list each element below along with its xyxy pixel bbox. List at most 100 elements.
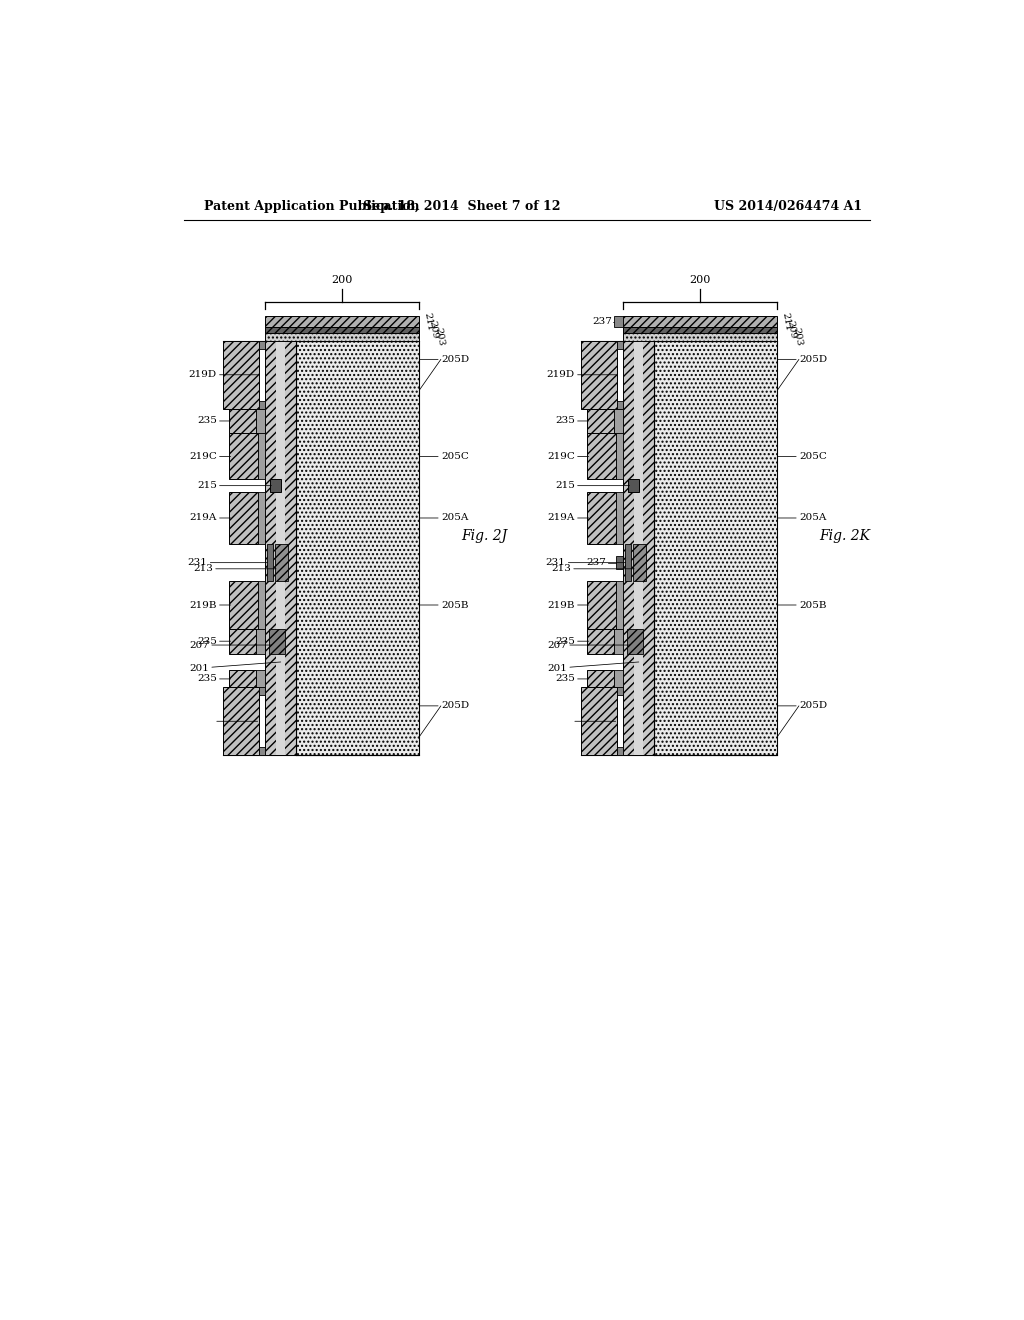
Text: 205A: 205A bbox=[777, 513, 826, 523]
Text: 219D: 219D bbox=[188, 371, 258, 379]
Text: Patent Application Publication: Patent Application Publication bbox=[204, 199, 419, 213]
Bar bbox=[265, 327, 419, 333]
Text: 231: 231 bbox=[187, 558, 267, 568]
Bar bbox=[616, 492, 624, 544]
Text: 235: 235 bbox=[555, 675, 589, 684]
Text: Fig. 2J: Fig. 2J bbox=[462, 529, 508, 543]
Bar bbox=[223, 688, 259, 755]
Text: 235: 235 bbox=[555, 636, 589, 645]
Bar bbox=[258, 581, 265, 628]
Text: 213: 213 bbox=[194, 565, 276, 573]
Bar bbox=[259, 747, 265, 755]
Bar bbox=[229, 409, 256, 433]
Bar bbox=[587, 671, 614, 688]
Bar bbox=[628, 479, 639, 492]
Bar bbox=[614, 628, 624, 653]
Bar bbox=[615, 557, 624, 569]
Text: Fig. 2K: Fig. 2K bbox=[819, 529, 870, 543]
Text: 207: 207 bbox=[189, 640, 271, 649]
Bar bbox=[229, 433, 258, 479]
Text: 235: 235 bbox=[197, 417, 230, 425]
Bar bbox=[256, 628, 265, 653]
Text: 205D: 205D bbox=[419, 701, 469, 710]
Text: 219C: 219C bbox=[547, 451, 589, 461]
Text: 215: 215 bbox=[197, 482, 271, 490]
Text: 219D: 219D bbox=[547, 371, 615, 379]
Bar bbox=[256, 409, 265, 433]
Bar bbox=[624, 341, 654, 755]
Bar bbox=[617, 747, 624, 755]
Text: 211: 211 bbox=[422, 312, 434, 331]
Text: 211: 211 bbox=[780, 312, 793, 331]
Bar bbox=[265, 317, 419, 327]
Text: 205D: 205D bbox=[777, 701, 827, 710]
Bar bbox=[617, 688, 624, 696]
Bar bbox=[614, 671, 624, 688]
Text: 237: 237 bbox=[592, 317, 611, 326]
Bar bbox=[259, 688, 265, 696]
Text: 219A: 219A bbox=[189, 513, 230, 523]
Bar bbox=[614, 317, 624, 327]
Bar bbox=[296, 341, 419, 755]
Text: 235: 235 bbox=[197, 675, 230, 684]
Text: 231: 231 bbox=[546, 558, 626, 568]
Bar bbox=[654, 341, 777, 755]
Text: 205B: 205B bbox=[419, 601, 468, 610]
Text: 205D: 205D bbox=[777, 355, 827, 364]
Bar bbox=[259, 341, 265, 348]
Bar bbox=[634, 341, 643, 755]
Bar bbox=[624, 317, 777, 327]
Bar bbox=[270, 479, 281, 492]
Text: 213: 213 bbox=[551, 565, 634, 573]
Text: 219A: 219A bbox=[548, 513, 589, 523]
Text: US 2014/0264474 A1: US 2014/0264474 A1 bbox=[714, 199, 862, 213]
Text: 205A: 205A bbox=[419, 513, 468, 523]
Bar bbox=[587, 433, 616, 479]
Text: Sep. 18, 2014  Sheet 7 of 12: Sep. 18, 2014 Sheet 7 of 12 bbox=[362, 199, 560, 213]
Bar bbox=[223, 341, 259, 409]
Text: 205C: 205C bbox=[419, 451, 469, 461]
Bar bbox=[259, 401, 265, 409]
Bar bbox=[258, 492, 265, 544]
Bar bbox=[229, 581, 258, 628]
Bar bbox=[616, 433, 624, 479]
Text: 219C: 219C bbox=[188, 451, 230, 461]
Text: 203: 203 bbox=[792, 327, 803, 347]
Bar bbox=[229, 628, 256, 653]
Text: 205B: 205B bbox=[777, 601, 826, 610]
Bar bbox=[265, 333, 419, 341]
Bar bbox=[229, 492, 258, 544]
Text: 235: 235 bbox=[197, 636, 230, 645]
Bar bbox=[269, 628, 285, 653]
Bar bbox=[624, 333, 777, 341]
Text: 207: 207 bbox=[547, 640, 630, 649]
Bar bbox=[274, 544, 289, 581]
Bar bbox=[617, 401, 624, 409]
Bar bbox=[617, 341, 624, 348]
Bar bbox=[628, 628, 643, 653]
Bar bbox=[625, 544, 631, 581]
Bar bbox=[616, 581, 624, 628]
Bar bbox=[587, 581, 616, 628]
Bar bbox=[581, 341, 617, 409]
Text: 209: 209 bbox=[428, 321, 440, 341]
Bar bbox=[587, 628, 614, 653]
Bar bbox=[276, 341, 286, 755]
Text: 219B: 219B bbox=[189, 601, 230, 610]
Text: 200: 200 bbox=[690, 276, 711, 285]
Text: 205C: 205C bbox=[777, 451, 826, 461]
Bar bbox=[229, 671, 256, 688]
Text: 201: 201 bbox=[189, 663, 281, 673]
Text: 235: 235 bbox=[555, 417, 589, 425]
Text: 200: 200 bbox=[332, 276, 353, 285]
Bar bbox=[624, 327, 777, 333]
Text: 201: 201 bbox=[547, 663, 639, 673]
Bar bbox=[256, 671, 265, 688]
Bar bbox=[267, 544, 273, 581]
Text: 205D: 205D bbox=[419, 355, 469, 364]
Bar bbox=[587, 409, 614, 433]
Bar bbox=[633, 544, 646, 581]
Bar bbox=[258, 433, 265, 479]
Bar bbox=[614, 409, 624, 433]
Bar bbox=[265, 341, 296, 755]
